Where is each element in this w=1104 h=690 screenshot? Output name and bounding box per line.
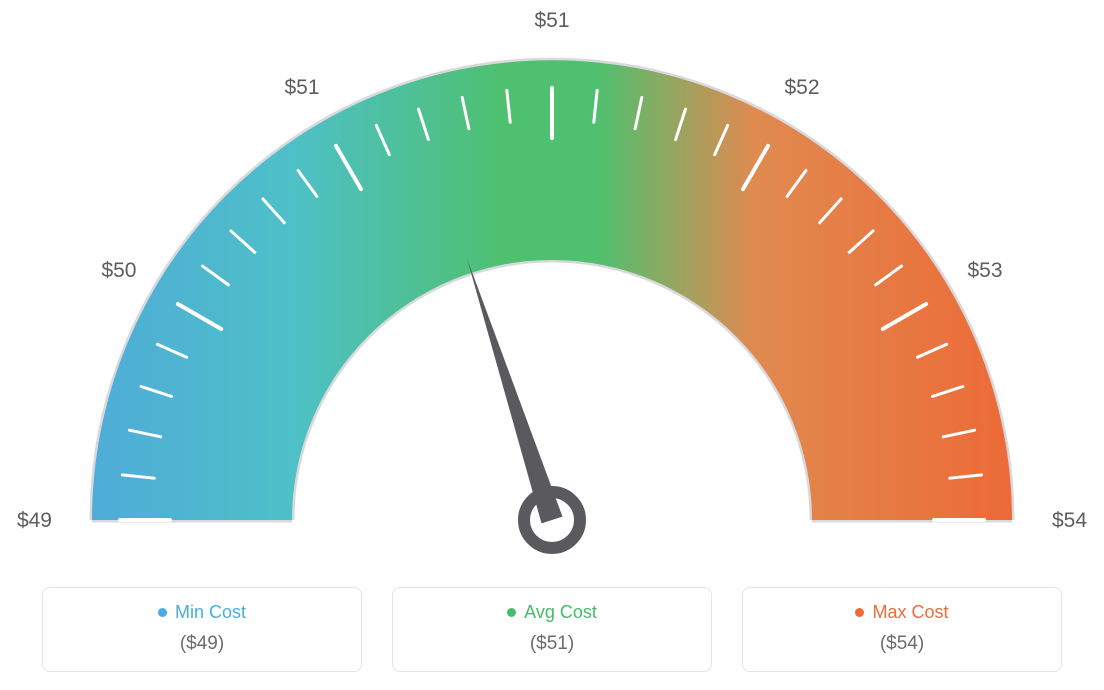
legend-card-max: Max Cost ($54) xyxy=(742,587,1062,672)
legend-text-max: Max Cost xyxy=(872,602,948,623)
legend-label-max: Max Cost xyxy=(855,602,948,623)
legend-label-min: Min Cost xyxy=(158,602,246,623)
svg-text:$53: $53 xyxy=(967,259,1002,282)
legend-value-avg: ($51) xyxy=(403,633,701,655)
svg-text:$50: $50 xyxy=(101,259,136,282)
legend-text-avg: Avg Cost xyxy=(524,602,597,623)
legend-value-min: ($49) xyxy=(53,633,351,655)
svg-text:$51: $51 xyxy=(284,76,319,99)
legend-dot-avg xyxy=(507,608,516,617)
svg-text:$49: $49 xyxy=(17,509,52,532)
legend-label-avg: Avg Cost xyxy=(507,602,597,623)
legend-dot-min xyxy=(158,608,167,617)
legend-card-avg: Avg Cost ($51) xyxy=(392,587,712,672)
legend-dot-max xyxy=(855,608,864,617)
legend-card-min: Min Cost ($49) xyxy=(42,587,362,672)
legend-value-max: ($54) xyxy=(753,633,1051,655)
svg-text:$51: $51 xyxy=(534,9,569,32)
svg-text:$54: $54 xyxy=(1052,509,1087,532)
svg-text:$52: $52 xyxy=(784,76,819,99)
cost-gauge: $49 $50 $51 $51 $52 $53 $54 xyxy=(0,0,1104,560)
legend-text-min: Min Cost xyxy=(175,602,246,623)
gauge-svg: $49 $50 $51 $51 $52 $53 $54 xyxy=(0,0,1104,560)
legend-row: Min Cost ($49) Avg Cost ($51) Max Cost (… xyxy=(0,587,1104,672)
